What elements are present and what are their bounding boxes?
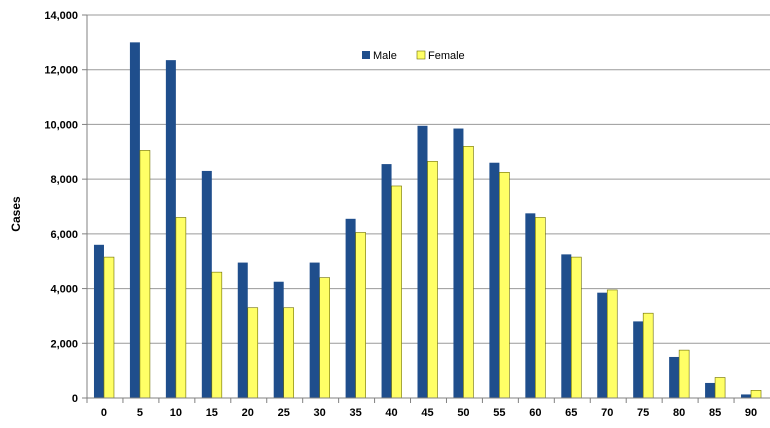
bar-male-60	[525, 213, 536, 398]
bar-male-20	[237, 262, 248, 398]
x-tick-label: 5	[137, 407, 143, 419]
bar-male-30	[309, 262, 320, 398]
bar-female-45	[427, 161, 438, 399]
legend-female-label: Female	[428, 50, 465, 62]
bar-female-30	[319, 277, 330, 399]
bar-male-55	[489, 162, 500, 398]
x-tick-label: 45	[421, 407, 433, 419]
y-axis: 0 2,000 4,000 6,000 8,000 10,000 12,000 14,000	[44, 10, 88, 405]
x-tick-label: 40	[385, 407, 397, 419]
x-tick-label: 30	[314, 407, 326, 419]
bar-male-75	[633, 321, 644, 398]
x-tick-label: 10	[170, 407, 182, 419]
bar-male-85	[705, 382, 716, 398]
bar-female-40	[391, 185, 402, 399]
y-axis-title: Cases	[9, 196, 23, 232]
x-tick-label: 55	[493, 407, 505, 419]
bar-female-60	[535, 217, 546, 399]
bar-male-10	[165, 60, 176, 399]
y-tick-label: 12,000	[44, 65, 78, 77]
bar-female-50	[463, 146, 474, 399]
legend: Male Female	[362, 50, 465, 62]
bar-female-90	[750, 390, 762, 399]
bar-male-25	[273, 281, 284, 398]
bar-male-0	[93, 244, 104, 398]
x-tick-label: 0	[101, 407, 107, 419]
bar-male-35	[345, 218, 356, 398]
legend-male-label: Male	[373, 50, 397, 62]
x-tick-label: 75	[637, 407, 649, 419]
x-tick-label: 80	[673, 407, 685, 419]
y-tick-label: 4,000	[50, 284, 78, 296]
bar-male-15	[201, 170, 212, 398]
bar-female-75	[642, 312, 654, 399]
bar-female-80	[678, 349, 690, 399]
bar-female-85	[714, 377, 726, 399]
x-tick-label: 60	[529, 407, 541, 419]
bar-male-90	[741, 394, 752, 398]
bar-male-70	[597, 292, 608, 398]
bar-male-80	[669, 356, 680, 398]
legend-female-swatch	[416, 50, 426, 60]
x-tick-label: 50	[457, 407, 469, 419]
bar-male-5	[129, 42, 140, 398]
y-tick-label: 6,000	[50, 229, 78, 241]
bars	[93, 42, 762, 399]
bar-female-70	[606, 289, 618, 399]
x-tick-label: 35	[349, 407, 361, 419]
x-tick-label: 70	[601, 407, 613, 419]
x-tick-label: 65	[565, 407, 577, 419]
x-tick-label: 85	[709, 407, 721, 419]
y-tick-label: 10,000	[44, 119, 78, 131]
bar-female-25	[283, 307, 295, 399]
bar-female-20	[247, 307, 259, 399]
x-tick-label: 20	[242, 407, 254, 419]
bar-female-65	[570, 256, 582, 399]
bar-male-65	[561, 254, 572, 398]
bar-female-55	[499, 172, 510, 399]
bar-female-35	[355, 232, 366, 399]
y-tick-label: 0	[72, 393, 78, 405]
bar-female-15	[211, 271, 223, 399]
bar-female-5	[139, 150, 151, 399]
x-tick-label: 90	[745, 407, 757, 419]
bar-male-45	[417, 125, 428, 399]
legend-male-swatch	[362, 51, 370, 59]
bar-male-40	[381, 164, 392, 398]
bar-female-0	[103, 256, 115, 399]
x-tick-label: 15	[206, 407, 218, 419]
y-tick-label: 14,000	[44, 10, 78, 22]
x-axis: 0 5 10 15 20 25 30 35 40 45 50 55 60 65 70 75 80 85 90	[86, 397, 770, 419]
y-tick-label: 8,000	[50, 174, 78, 186]
bar-male-50	[453, 128, 464, 398]
x-tick-label: 25	[278, 407, 290, 419]
bar-female-10	[175, 217, 187, 399]
y-tick-label: 2,000	[50, 338, 78, 350]
